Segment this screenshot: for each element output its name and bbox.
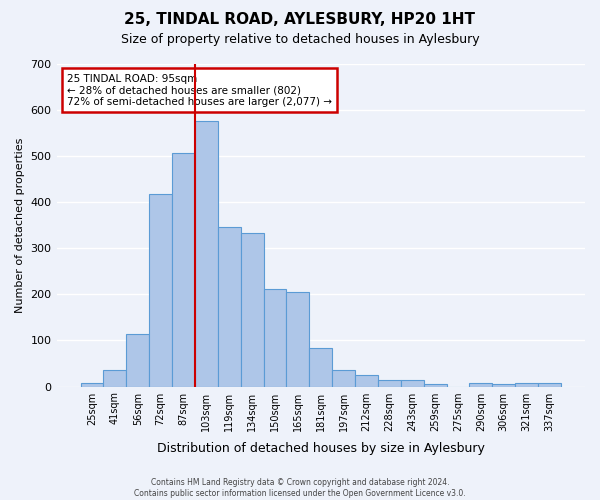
X-axis label: Distribution of detached houses by size in Aylesbury: Distribution of detached houses by size … bbox=[157, 442, 485, 455]
Bar bbox=[493, 384, 515, 386]
Text: Contains HM Land Registry data © Crown copyright and database right 2024.
Contai: Contains HM Land Registry data © Crown c… bbox=[134, 478, 466, 498]
Bar bbox=[401, 380, 424, 386]
Y-axis label: Number of detached properties: Number of detached properties bbox=[15, 138, 25, 313]
Bar bbox=[172, 153, 195, 386]
Bar bbox=[263, 289, 286, 386]
Bar bbox=[218, 226, 241, 386]
Bar bbox=[310, 348, 332, 387]
Bar bbox=[424, 384, 446, 386]
Bar bbox=[195, 120, 218, 386]
Bar bbox=[378, 380, 401, 386]
Bar bbox=[469, 384, 493, 386]
Bar bbox=[149, 194, 172, 386]
Text: Size of property relative to detached houses in Aylesbury: Size of property relative to detached ho… bbox=[121, 32, 479, 46]
Bar bbox=[80, 383, 103, 386]
Bar bbox=[515, 383, 538, 386]
Bar bbox=[538, 383, 561, 386]
Bar bbox=[332, 370, 355, 386]
Bar bbox=[355, 375, 378, 386]
Bar bbox=[286, 292, 310, 386]
Text: 25, TINDAL ROAD, AYLESBURY, HP20 1HT: 25, TINDAL ROAD, AYLESBURY, HP20 1HT bbox=[125, 12, 476, 28]
Bar bbox=[103, 370, 127, 386]
Bar bbox=[127, 334, 149, 386]
Text: 25 TINDAL ROAD: 95sqm
← 28% of detached houses are smaller (802)
72% of semi-det: 25 TINDAL ROAD: 95sqm ← 28% of detached … bbox=[67, 74, 332, 107]
Bar bbox=[241, 233, 263, 386]
